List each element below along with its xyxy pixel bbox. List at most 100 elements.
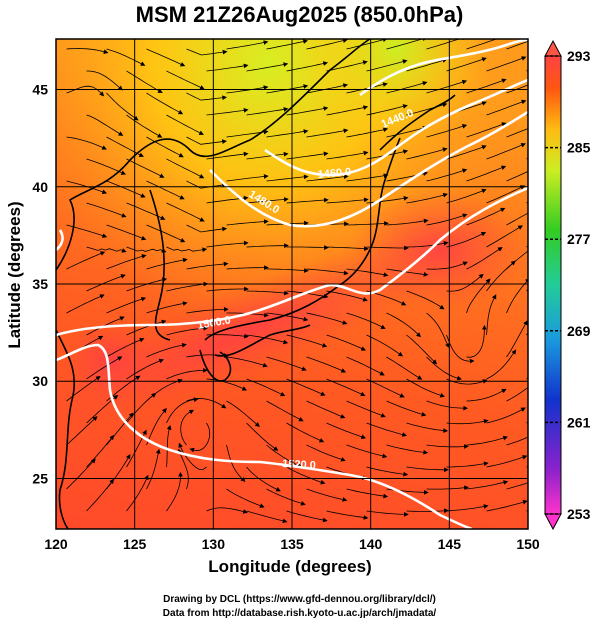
streamline <box>346 312 386 330</box>
streamline <box>446 145 487 160</box>
streamline <box>466 39 507 50</box>
streamline <box>486 294 497 336</box>
streamline <box>286 61 329 72</box>
streamline <box>180 409 195 446</box>
streamline <box>166 325 209 336</box>
streamline <box>366 466 409 477</box>
streamline <box>86 274 126 292</box>
streamline <box>326 105 369 116</box>
streamline <box>266 444 303 468</box>
streamline <box>506 386 528 402</box>
streamline <box>446 504 489 512</box>
streamline <box>446 273 484 292</box>
streamline <box>446 188 487 204</box>
colorbar-tick-285: 285 <box>567 140 591 156</box>
streamline <box>386 444 429 455</box>
streamline <box>266 312 309 322</box>
streamline <box>106 136 144 157</box>
latitude-ticks: 25 30 35 40 45 <box>32 82 48 487</box>
streamline <box>86 246 127 253</box>
streamline <box>146 407 167 446</box>
streamline <box>466 388 507 402</box>
streamline <box>346 173 389 182</box>
streamline <box>306 356 347 373</box>
credit-data-source: Data from http://database.rish.kyoto-u.a… <box>162 608 437 619</box>
streamline <box>386 125 428 138</box>
streamline <box>446 419 489 425</box>
streamline <box>306 312 348 325</box>
lat-tick-40: 40 <box>32 179 48 195</box>
streamline <box>366 59 408 72</box>
streamline <box>346 221 389 226</box>
streamline <box>286 510 328 523</box>
streamline <box>126 319 167 336</box>
streamline <box>186 306 229 314</box>
streamline <box>426 444 469 449</box>
streamline <box>506 278 528 314</box>
wind-streamlines <box>66 39 528 524</box>
streamline <box>166 114 204 135</box>
colorbar-top-arrow <box>544 39 562 57</box>
streamline <box>186 224 228 233</box>
streamline <box>426 400 469 411</box>
streamline <box>226 219 269 226</box>
streamline <box>426 213 468 226</box>
streamline <box>246 510 288 524</box>
streamline <box>166 281 209 292</box>
plot-frame <box>55 38 529 530</box>
streamline <box>226 129 269 138</box>
streamline <box>506 170 528 182</box>
streamline <box>266 39 309 50</box>
streamline <box>346 39 388 50</box>
streamline <box>446 461 489 468</box>
lat-tick-35: 35 <box>32 276 48 292</box>
streamline <box>426 312 450 349</box>
streamline <box>146 92 184 115</box>
streamline <box>266 174 309 182</box>
lon-tick-140: 140 <box>359 536 383 552</box>
streamline <box>266 356 307 371</box>
streamline <box>466 122 507 138</box>
streamline <box>406 378 445 398</box>
contour-1500 <box>56 186 528 337</box>
streamline <box>306 174 349 182</box>
streamline <box>506 436 528 446</box>
streamline <box>146 48 186 67</box>
streamline <box>486 185 526 204</box>
streamline <box>486 99 527 116</box>
streamline <box>266 129 309 138</box>
streamline <box>266 268 309 273</box>
streamline <box>106 337 145 358</box>
streamline <box>326 150 369 160</box>
streamline <box>326 334 366 351</box>
streamline <box>406 422 449 433</box>
streamline <box>146 448 161 490</box>
colorbar-tick-277: 277 <box>567 231 591 247</box>
streamline <box>286 334 328 348</box>
streamline <box>326 60 368 72</box>
contour-1480 <box>209 110 528 228</box>
streamline <box>226 488 265 508</box>
streamline <box>426 124 468 138</box>
streamline <box>406 508 449 514</box>
streamline <box>386 39 428 50</box>
streamline <box>386 356 423 380</box>
streamline <box>166 471 183 512</box>
colorbar-tick-269: 269 <box>567 323 591 339</box>
streamline <box>226 356 268 368</box>
streamline <box>86 158 127 175</box>
streamline <box>386 218 429 226</box>
streamline <box>166 246 208 253</box>
streamline <box>326 422 367 439</box>
streamline <box>506 212 528 226</box>
streamline <box>266 488 306 506</box>
streamline <box>486 455 528 468</box>
streamline <box>146 180 185 200</box>
streamline <box>178 442 207 470</box>
streamline <box>166 368 208 380</box>
streamline <box>226 40 269 50</box>
streamline <box>66 416 98 446</box>
streamline <box>166 424 172 468</box>
streamline <box>486 56 527 72</box>
streamline <box>306 39 348 50</box>
